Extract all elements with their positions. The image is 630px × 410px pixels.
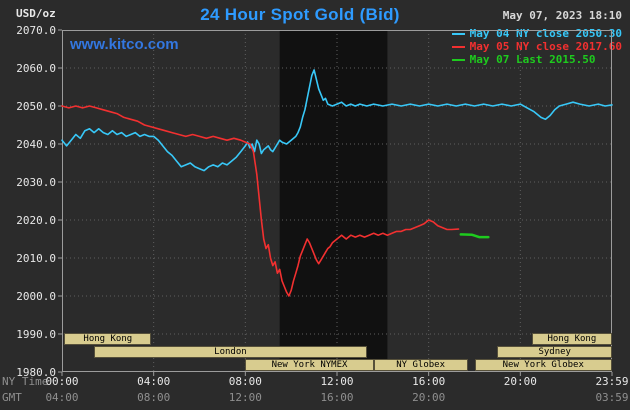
y-axis-label: 2010.0 [16,252,56,265]
series-line-may-05 [61,105,460,297]
x-axis-label-gmt: 12:00 [228,391,262,404]
ny-time-caption: NY Time [2,375,49,388]
y-axis-label: 2040.0 [16,138,56,151]
legend-label: May 07 Last 2015.50 [469,53,596,66]
gmt-caption: GMT [2,391,22,404]
x-axis-label-gmt: 04:00 [45,391,79,404]
session-london: London [94,346,367,358]
session-hong-kong: Hong Kong [64,333,152,345]
unit-label: USD/oz [16,7,56,20]
datetime-label: May 07, 2023 18:10 [502,9,622,22]
x-axis-label-gmt: 16:00 [320,391,354,404]
y-axis-label: 2060.0 [16,62,56,75]
x-axis-label-gmt: 08:00 [137,391,171,404]
x-axis-label-ny: 16:00 [412,375,446,388]
kitco-website-link[interactable]: www.kitco.com [70,36,179,53]
x-axis-label-gmt: 20:00 [412,391,446,404]
legend-swatch-icon [451,32,465,35]
y-axis-label: 2050.0 [16,100,56,113]
legend-swatch-icon [451,45,465,48]
x-axis-label-ny: 04:00 [137,375,171,388]
legend-item: May 07 Last 2015.50 [451,53,622,66]
y-axis-label: 2020.0 [16,214,56,227]
x-axis-label-ny: 20:00 [503,375,537,388]
y-axis-label: 2030.0 [16,176,56,189]
plot-border [62,30,612,372]
session-new-york-nymex: New York NYMEX [245,359,374,371]
x-axis-label-gmt: 03:59 [595,391,629,404]
x-axis-label-ny: 23:59 [595,375,629,388]
legend-item: May 05 NY close 2017.60 [451,40,622,53]
y-axis-label: 1990.0 [16,328,56,341]
y-axis-label: 2000.0 [16,290,56,303]
legend-label: May 05 NY close 2017.60 [469,40,622,53]
x-axis-label-ny: 12:00 [320,375,354,388]
series-line-may-04 [61,69,613,172]
series-line-may-07-last [459,233,490,239]
y-axis-label: 2070.0 [16,24,56,37]
session-new-york-globex: New York Globex [474,359,612,371]
session-ny-globex: NY Globex [373,359,468,371]
y-axis-label: 1980.0 [16,366,56,379]
session-hong-kong: Hong Kong [531,333,612,345]
legend-swatch-icon [451,58,465,61]
x-axis-label-ny: 00:00 [45,375,79,388]
chart-title: 24 Hour Spot Gold (Bid) [200,5,400,24]
x-axis-label-ny: 08:00 [228,375,262,388]
session-sydney: Sydney [497,346,612,358]
nymex-session-shading [279,30,388,372]
